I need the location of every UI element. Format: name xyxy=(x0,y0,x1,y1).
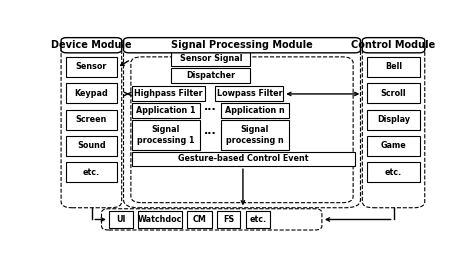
FancyBboxPatch shape xyxy=(66,136,117,156)
FancyBboxPatch shape xyxy=(61,40,122,208)
FancyBboxPatch shape xyxy=(246,211,270,228)
Text: UI: UI xyxy=(116,215,126,224)
FancyBboxPatch shape xyxy=(367,57,420,77)
Text: Signal Processing Module: Signal Processing Module xyxy=(171,40,313,50)
FancyBboxPatch shape xyxy=(61,38,122,53)
FancyBboxPatch shape xyxy=(138,211,182,228)
FancyBboxPatch shape xyxy=(132,152,355,166)
Text: Device Module: Device Module xyxy=(51,40,132,50)
FancyBboxPatch shape xyxy=(367,109,420,130)
FancyBboxPatch shape xyxy=(171,68,250,83)
FancyBboxPatch shape xyxy=(221,120,289,150)
Text: ···: ··· xyxy=(203,105,216,115)
Text: etc.: etc. xyxy=(83,168,100,177)
Text: etc.: etc. xyxy=(385,168,402,177)
FancyBboxPatch shape xyxy=(367,83,420,103)
Text: Application 1: Application 1 xyxy=(136,106,196,115)
Text: Sensor: Sensor xyxy=(76,63,107,72)
Text: etc.: etc. xyxy=(249,215,266,224)
Text: Application n: Application n xyxy=(225,106,285,115)
Text: Signal
processing n: Signal processing n xyxy=(226,125,284,145)
Text: Control Module: Control Module xyxy=(351,40,436,50)
Text: CM: CM xyxy=(192,215,207,224)
FancyBboxPatch shape xyxy=(101,209,322,230)
Text: Highpass Filter: Highpass Filter xyxy=(135,89,203,98)
Text: Dispatcher: Dispatcher xyxy=(186,71,236,80)
Text: Scroll: Scroll xyxy=(381,89,406,98)
Text: Gesture-based Control Event: Gesture-based Control Event xyxy=(178,154,309,163)
Text: Game: Game xyxy=(381,141,406,150)
FancyBboxPatch shape xyxy=(124,38,360,53)
FancyBboxPatch shape xyxy=(217,211,240,228)
Text: Lowpass Filter: Lowpass Filter xyxy=(217,89,282,98)
FancyBboxPatch shape xyxy=(362,38,425,53)
FancyBboxPatch shape xyxy=(109,211,133,228)
Text: FS: FS xyxy=(223,215,235,224)
FancyBboxPatch shape xyxy=(66,109,117,130)
FancyBboxPatch shape xyxy=(124,39,360,208)
Text: ···: ··· xyxy=(203,129,216,139)
FancyBboxPatch shape xyxy=(215,86,283,102)
Text: Sound: Sound xyxy=(77,141,106,150)
Text: Sensor Signal: Sensor Signal xyxy=(180,54,242,63)
Text: Display: Display xyxy=(377,115,410,124)
FancyBboxPatch shape xyxy=(367,162,420,183)
FancyBboxPatch shape xyxy=(221,103,289,118)
FancyBboxPatch shape xyxy=(66,162,117,183)
Text: Signal
processing 1: Signal processing 1 xyxy=(137,125,195,145)
FancyBboxPatch shape xyxy=(66,83,117,103)
Text: Keypad: Keypad xyxy=(74,89,108,98)
FancyBboxPatch shape xyxy=(362,40,425,208)
FancyBboxPatch shape xyxy=(132,103,200,118)
FancyBboxPatch shape xyxy=(66,57,117,77)
FancyBboxPatch shape xyxy=(132,120,200,150)
Text: Watchdoc: Watchdoc xyxy=(138,215,182,224)
FancyBboxPatch shape xyxy=(131,57,353,203)
FancyBboxPatch shape xyxy=(171,51,250,66)
Text: Bell: Bell xyxy=(385,63,402,72)
Text: Screen: Screen xyxy=(76,115,107,124)
FancyBboxPatch shape xyxy=(187,211,212,228)
FancyBboxPatch shape xyxy=(367,136,420,156)
FancyBboxPatch shape xyxy=(132,86,205,102)
